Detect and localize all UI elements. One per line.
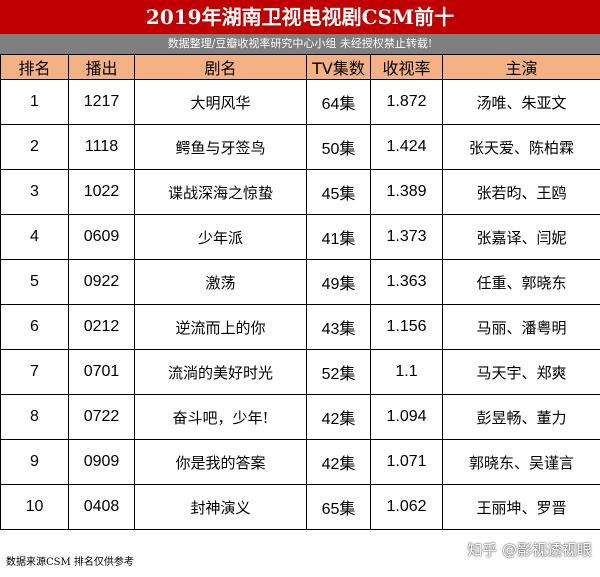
rating-cell: 1.424 xyxy=(370,124,443,170)
drama-title-cell: 激荡 xyxy=(134,259,307,305)
table-row: 8 0722 奋斗吧，少年! 42集 1.094 彭昱畅、董力 xyxy=(0,394,600,440)
episodes-cell: 50集 xyxy=(306,124,371,170)
rating-cell: 1.389 xyxy=(370,169,443,215)
table-row: 5 0922 激荡 49集 1.363 任重、郭晓东 xyxy=(0,259,600,305)
air-date-cell: 1022 xyxy=(68,169,135,215)
table-row: 1 1217 大明风华 64集 1.872 汤唯、朱亚文 xyxy=(0,79,600,125)
rank-cell: 9 xyxy=(0,439,69,485)
episodes-cell: 65集 xyxy=(306,484,371,530)
cast-cell: 张天爱、陈柏霖 xyxy=(442,124,600,170)
rating-cell: 1.363 xyxy=(370,259,443,305)
air-date-cell: 0212 xyxy=(68,304,135,350)
page-title: 2019年湖南卫视电视剧CSM前十 xyxy=(0,0,600,34)
cast-cell: 彭昱畅、董力 xyxy=(442,394,600,440)
copyright-notice: 数据整理/豆瓣收视率研究中心小组 未经授权禁止转载! xyxy=(0,34,600,54)
cast-cell: 马天宇、郑爽 xyxy=(442,349,600,395)
rating-cell: 1.373 xyxy=(370,214,443,260)
table-row: 7 0701 流淌的美好时光 52集 1.1 马天宇、郑爽 xyxy=(0,349,600,395)
cast-cell: 汤唯、朱亚文 xyxy=(442,79,600,125)
cast-cell: 张嘉译、闫妮 xyxy=(442,214,600,260)
rank-cell: 6 xyxy=(0,304,69,350)
cast-cell: 王丽坤、罗晋 xyxy=(442,484,600,530)
drama-title-cell: 封神演义 xyxy=(134,484,307,530)
episodes-cell: 64集 xyxy=(306,79,371,125)
ratings-table: 排名 播出 剧名 TV集数 收视率 主演 1 1217 大明风华 64集 1.872 汤唯… xyxy=(0,54,600,530)
drama-title-cell: 你是我的答案 xyxy=(134,439,307,485)
header-cast: 主演 xyxy=(442,54,600,80)
drama-title-cell: 奋斗吧，少年! xyxy=(134,394,307,440)
episodes-cell: 52集 xyxy=(306,349,371,395)
table-row: 6 0212 逆流而上的你 43集 1.156 马丽、潘粤明 xyxy=(0,304,600,350)
episodes-cell: 49集 xyxy=(306,259,371,305)
air-date-cell: 1217 xyxy=(68,79,135,125)
episodes-cell: 45集 xyxy=(306,169,371,215)
drama-title-cell: 逆流而上的你 xyxy=(134,304,307,350)
header-rating: 收视率 xyxy=(370,54,443,80)
cast-cell: 郭晓东、吴谨言 xyxy=(442,439,600,485)
rank-cell: 2 xyxy=(0,124,69,170)
air-date-cell: 0909 xyxy=(68,439,135,485)
rating-cell: 1.156 xyxy=(370,304,443,350)
rank-cell: 5 xyxy=(0,259,69,305)
cast-cell: 张若昀、王鸥 xyxy=(442,169,600,215)
rating-cell: 1.094 xyxy=(370,394,443,440)
drama-title-cell: 少年派 xyxy=(134,214,307,260)
table-row: 2 1118 鳄鱼与牙签鸟 50集 1.424 张天爱、陈柏霖 xyxy=(0,124,600,170)
episodes-cell: 43集 xyxy=(306,304,371,350)
table-row: 9 0909 你是我的答案 42集 1.071 郭晓东、吴谨言 xyxy=(0,439,600,485)
header-episodes: TV集数 xyxy=(306,54,371,80)
drama-title-cell: 鳄鱼与牙签鸟 xyxy=(134,124,307,170)
air-date-cell: 0922 xyxy=(68,259,135,305)
cast-cell: 任重、郭晓东 xyxy=(442,259,600,305)
air-date-cell: 0609 xyxy=(68,214,135,260)
rank-cell: 4 xyxy=(0,214,69,260)
air-date-cell: 1118 xyxy=(68,124,135,170)
rank-cell: 7 xyxy=(0,349,69,395)
table-row: 4 0609 少年派 41集 1.373 张嘉译、闫妮 xyxy=(0,214,600,260)
air-date-cell: 0701 xyxy=(68,349,135,395)
drama-title-cell: 大明风华 xyxy=(134,79,307,125)
cast-cell: 马丽、潘粤明 xyxy=(442,304,600,350)
drama-title-cell: 谍战深海之惊蛰 xyxy=(134,169,307,215)
header-rank: 排名 xyxy=(0,54,69,80)
rank-cell: 10 xyxy=(0,484,69,530)
drama-title-cell: 流淌的美好时光 xyxy=(134,349,307,395)
table-row: 3 1022 谍战深海之惊蛰 45集 1.389 张若昀、王鸥 xyxy=(0,169,600,215)
rank-cell: 1 xyxy=(0,79,69,125)
header-row: 排名 播出 剧名 TV集数 收视率 主演 xyxy=(0,54,600,80)
rating-cell: 1.1 xyxy=(370,349,443,395)
air-date-cell: 0722 xyxy=(68,394,135,440)
air-date-cell: 0408 xyxy=(68,484,135,530)
rating-cell: 1.872 xyxy=(370,79,443,125)
header-drama-title: 剧名 xyxy=(134,54,307,80)
header-air-date: 播出 xyxy=(68,54,135,80)
table-row: 10 0408 封神演义 65集 1.062 王丽坤、罗晋 xyxy=(0,484,600,530)
rating-cell: 1.071 xyxy=(370,439,443,485)
episodes-cell: 41集 xyxy=(306,214,371,260)
data-source-note: 数据来源CSM 排名仅供参考 xyxy=(6,557,134,568)
rank-cell: 8 xyxy=(0,394,69,440)
rank-cell: 3 xyxy=(0,169,69,215)
watermark: 知乎 @影视透视眼 xyxy=(467,541,592,559)
episodes-cell: 42集 xyxy=(306,439,371,485)
episodes-cell: 42集 xyxy=(306,394,371,440)
rating-cell: 1.062 xyxy=(370,484,443,530)
